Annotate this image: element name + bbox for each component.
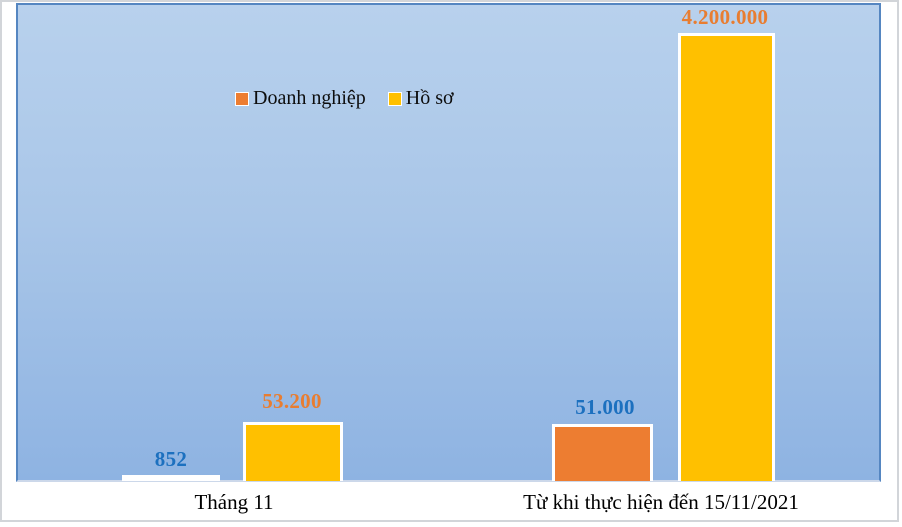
- legend-swatch-doanh-nghiep-icon: [235, 91, 249, 106]
- bar-doanh-nghiep-thang-11: [122, 475, 220, 481]
- legend-item-ho-so: Hồ sơ: [387, 87, 454, 110]
- chart-legend: Doanh nghiệp Hồ sơ: [235, 87, 454, 110]
- bar-ho-so-thang-11: [243, 422, 343, 481]
- bar-doanh-nghiep-tu-khi-thuc-hien: [552, 424, 653, 481]
- legend-label-ho-so: Hồ sơ: [405, 87, 454, 109]
- legend-swatch-ho-so-icon: [387, 91, 402, 106]
- x-axis-label-thang-11: Tháng 11: [194, 490, 274, 514]
- data-label-ho-so-tu-khi-thuc-hien: 4.200.000: [681, 5, 769, 29]
- x-axis-label-tu-khi-thuc-hien: Từ khi thực hiện đến 15/11/2021: [523, 490, 799, 514]
- legend-label-doanh-nghiep: Doanh nghiệp: [253, 87, 366, 109]
- bar-ho-so-tu-khi-thuc-hien: [678, 33, 775, 481]
- data-label-doanh-nghiep-thang-11: 852: [154, 447, 188, 471]
- legend-item-doanh-nghiep: Doanh nghiệp: [235, 87, 366, 110]
- data-label-ho-so-thang-11: 53.200: [262, 389, 322, 413]
- data-label-doanh-nghiep-tu-khi-thuc-hien: 51.000: [575, 395, 635, 419]
